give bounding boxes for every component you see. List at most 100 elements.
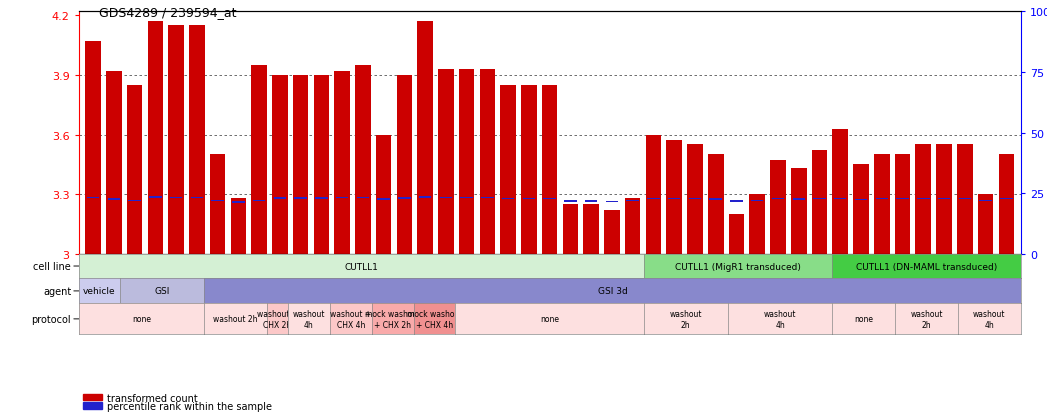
Bar [211,200,224,202]
Bar [83,402,102,409]
Bar [979,200,992,202]
Bar [190,26,204,254]
Bar [936,145,952,254]
Bar [604,211,620,254]
Bar [440,197,452,199]
Text: mock washout
+ CHX 2h: mock washout + CHX 2h [364,309,421,329]
Bar [687,145,703,254]
Bar [915,145,931,254]
Bar [438,70,453,254]
Bar [772,199,784,200]
Bar [917,199,930,200]
Text: washout +
CHX 4h: washout + CHX 4h [330,309,372,329]
Bar [875,199,888,200]
Bar [730,201,742,202]
Bar [542,85,557,254]
Bar [294,198,307,199]
Bar [273,198,286,199]
Bar [251,66,267,254]
Bar [376,135,392,254]
Text: agent: agent [43,286,71,296]
Bar [398,198,410,199]
Bar [315,198,328,199]
Bar [957,145,973,254]
Text: CUTLL1 (MigR1 transduced): CUTLL1 (MigR1 transduced) [675,262,801,271]
Bar [355,66,371,254]
Text: GSI 3d: GSI 3d [598,287,627,296]
Bar [418,22,432,254]
Text: washout 2h: washout 2h [214,315,258,323]
Text: none: none [540,315,559,323]
Bar [543,198,556,199]
Text: washout
2h: washout 2h [669,309,703,329]
Bar [938,199,951,200]
Bar [314,76,329,254]
Bar [689,199,701,200]
Text: protocol: protocol [31,314,71,324]
Bar [562,204,578,254]
Bar [811,151,827,254]
Bar [853,165,869,254]
Text: none: none [132,315,151,323]
Bar [710,199,722,200]
Bar [459,70,474,254]
Bar [564,201,577,202]
Bar [832,129,848,254]
Bar [896,199,909,200]
Bar [854,199,867,200]
Text: washout
2h: washout 2h [910,309,943,329]
Bar [647,198,660,199]
Bar [232,202,245,203]
Bar [253,200,265,202]
Text: washout +
CHX 2h: washout + CHX 2h [257,309,298,329]
Bar [480,70,495,254]
Bar [834,198,846,199]
Bar [461,197,473,199]
Bar [419,197,431,198]
Bar [646,135,662,254]
Bar [230,199,246,254]
Text: percentile rank within the sample: percentile rank within the sample [107,401,272,411]
Bar [357,197,370,199]
Bar [191,197,203,199]
Bar [482,197,493,199]
Bar [85,42,101,254]
Text: vehicle: vehicle [83,287,116,296]
Bar [87,197,99,199]
Bar [209,155,225,254]
Bar [793,199,805,200]
Bar [750,195,765,254]
Bar [626,200,639,202]
Bar [336,197,349,199]
Bar [377,199,389,200]
Text: CUTLL1 (DN-MAML transduced): CUTLL1 (DN-MAML transduced) [856,262,997,271]
Bar [502,198,514,199]
Bar [667,141,682,254]
Bar [500,85,516,254]
Bar [583,204,599,254]
Bar [1000,199,1012,200]
Text: transformed count: transformed count [107,393,198,403]
Bar [148,22,163,254]
Bar [999,155,1015,254]
Bar [959,199,971,200]
Text: washout
4h: washout 4h [763,309,797,329]
Bar [585,201,598,202]
Bar [170,197,182,199]
Bar [790,169,806,254]
Bar [606,201,618,202]
Bar [708,155,723,254]
Bar [127,85,142,254]
Text: mock washout
+ CHX 4h: mock washout + CHX 4h [406,309,463,329]
Bar [272,76,288,254]
Bar [895,155,910,254]
Bar [978,195,994,254]
Text: washout
4h: washout 4h [973,309,1006,329]
Bar [668,199,681,200]
Bar [108,199,120,200]
Bar [874,155,890,254]
Bar [625,199,641,254]
Bar [169,26,184,254]
Text: CUTLL1: CUTLL1 [344,262,378,271]
Bar [771,161,785,254]
